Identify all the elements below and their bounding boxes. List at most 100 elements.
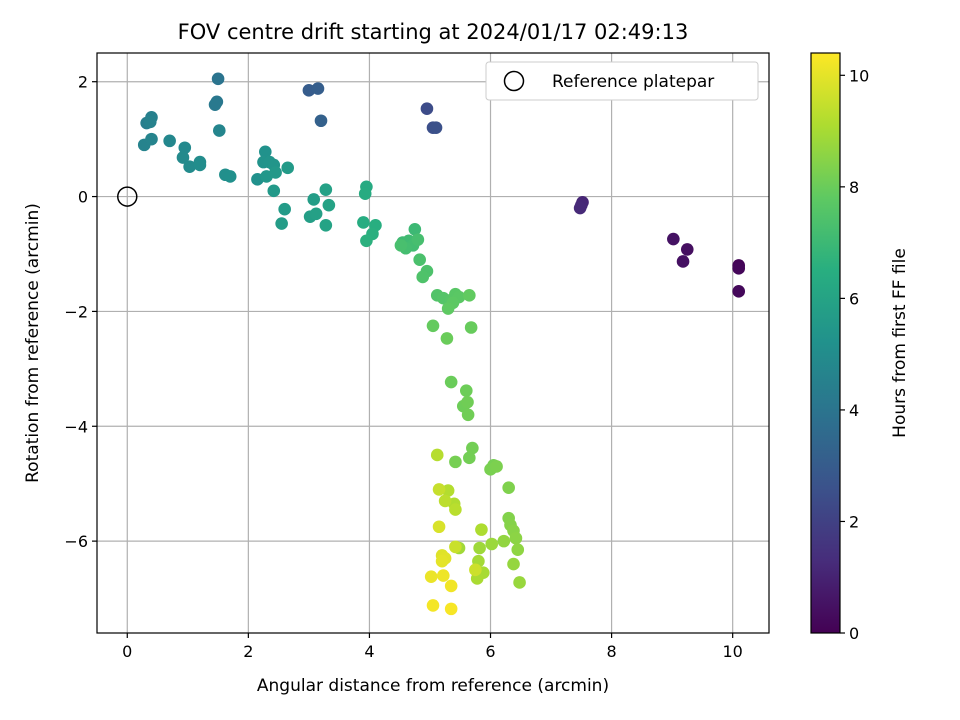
x-axis-ticks: 0 2 4 6 8 10 <box>122 633 743 661</box>
data-point <box>511 543 525 557</box>
data-point <box>269 166 282 179</box>
legend-box <box>485 61 759 101</box>
data-point <box>485 537 499 551</box>
data-point <box>311 82 325 95</box>
data-point <box>461 395 474 409</box>
data-point <box>466 441 479 455</box>
data-point <box>449 503 462 516</box>
data-point <box>513 576 526 589</box>
reference-platepar-marker <box>117 186 138 207</box>
data-point <box>430 448 444 462</box>
data-point <box>278 202 291 216</box>
legend-open-circle-icon <box>503 70 525 92</box>
x-tick-label: 0 <box>122 642 132 661</box>
data-point <box>441 302 455 315</box>
y-tick-label: 0 <box>78 188 88 207</box>
colorbar-ticks: 0 2 4 6 8 10 <box>840 66 869 643</box>
y-tick-label: −2 <box>64 302 88 321</box>
data-point <box>322 198 336 212</box>
colorbar-tick-label: 4 <box>849 401 859 420</box>
data-point <box>394 239 408 252</box>
data-point <box>463 451 476 465</box>
data-point <box>420 102 434 116</box>
data-point <box>314 114 328 128</box>
data-point <box>208 98 222 111</box>
data-point <box>438 494 452 508</box>
data-point <box>432 483 446 496</box>
data-point <box>163 134 176 148</box>
data-point <box>275 217 288 230</box>
data-point <box>183 160 196 174</box>
data-point <box>408 222 422 236</box>
data-point <box>573 201 587 215</box>
data-point <box>473 541 486 555</box>
data-point <box>490 460 503 473</box>
data-point <box>429 121 443 134</box>
data-point <box>416 270 430 284</box>
data-point <box>413 253 426 267</box>
data-point <box>475 523 488 536</box>
colorbar-tick-label: 10 <box>849 66 869 85</box>
data-point <box>676 255 690 268</box>
data-point <box>444 579 458 593</box>
data-point <box>145 132 158 146</box>
data-point <box>502 481 515 495</box>
data-point <box>461 408 475 422</box>
data-point <box>464 321 478 334</box>
data-point <box>436 569 450 582</box>
data-point <box>444 375 458 389</box>
data-point <box>211 72 225 86</box>
data-point <box>426 599 440 612</box>
colorbar: 0 2 4 6 8 10 Hours from first FF file <box>810 52 910 643</box>
data-point <box>732 285 746 298</box>
data-point <box>267 184 281 198</box>
data-point <box>424 570 438 584</box>
data-point <box>176 151 190 164</box>
data-point <box>449 540 462 554</box>
data-point <box>667 232 680 246</box>
data-point <box>309 207 323 221</box>
data-point <box>449 455 462 469</box>
colorbar-tick-label: 0 <box>849 624 859 643</box>
data-point <box>680 243 694 256</box>
data-point <box>497 534 511 548</box>
data-point <box>435 554 449 568</box>
y-tick-label: −6 <box>64 532 88 551</box>
data-point <box>463 289 476 302</box>
data-point <box>212 124 226 137</box>
data-point <box>360 234 373 248</box>
x-tick-label: 6 <box>485 642 495 661</box>
y-tick-label: 2 <box>78 73 88 92</box>
x-tick-label: 10 <box>722 642 742 661</box>
x-axis-label: Angular distance from reference (arcmin) <box>257 676 609 696</box>
legend-label: Reference platepar <box>552 72 714 92</box>
data-point <box>307 193 321 206</box>
x-tick-label: 4 <box>364 642 374 661</box>
data-points <box>137 72 746 616</box>
data-point <box>358 187 372 200</box>
x-tick-label: 8 <box>607 642 617 661</box>
data-point <box>459 384 473 397</box>
data-point <box>509 531 523 545</box>
legend: Reference platepar <box>485 61 759 101</box>
chart-title: FOV centre drift starting at 2024/01/17 … <box>178 20 689 44</box>
data-point <box>732 262 746 275</box>
plot-frame <box>96 52 770 634</box>
data-point <box>178 141 192 155</box>
data-point <box>223 170 237 183</box>
data-point <box>411 233 425 246</box>
colorbar-gradient <box>811 53 840 633</box>
y-axis-ticks: −6 −4 −2 0 2 <box>64 73 97 551</box>
data-point <box>193 158 207 172</box>
colorbar-label: Hours from first FF file <box>890 248 910 438</box>
data-point <box>432 520 446 534</box>
gridlines <box>97 53 769 633</box>
data-point <box>426 319 440 333</box>
data-point <box>319 183 333 196</box>
data-point <box>281 161 295 175</box>
data-point <box>444 602 458 616</box>
x-tick-label: 2 <box>243 642 253 661</box>
data-point <box>469 563 482 577</box>
